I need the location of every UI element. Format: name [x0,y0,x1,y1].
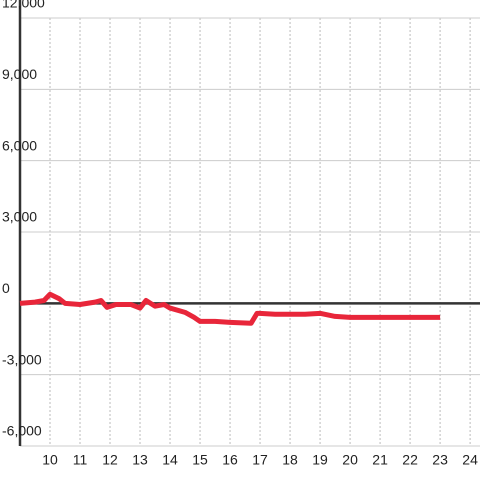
y-tick-label: 12,000 [2,0,45,11]
x-tick-label: 14 [162,452,178,468]
data-line [19,291,441,326]
y-tick-label: -6,000 [2,423,42,439]
y-tick-label: 3,000 [2,209,37,225]
y-tick-label: -3,000 [2,351,42,367]
y-tick-label: 6,000 [2,137,37,153]
x-tick-label: 21 [372,452,388,468]
x-tick-label: 19 [312,452,328,468]
x-tick-label: 17 [252,452,268,468]
x-tick-label: 11 [73,452,88,468]
x-tick-label: 15 [192,452,208,468]
x-tick-label: 12 [102,452,118,468]
x-tick-label: 10 [42,452,58,468]
x-tick-label: 24 [462,452,478,468]
x-tick-label: 22 [402,452,418,468]
x-tick-label: 18 [282,452,298,468]
y-tick-label: 0 [2,280,10,296]
x-tick-label: 16 [222,452,238,468]
x-tick-label: 20 [342,452,358,468]
y-tick-label: 9,000 [2,66,37,82]
x-tick-label: 23 [432,452,448,468]
x-tick-label: 13 [132,452,148,468]
